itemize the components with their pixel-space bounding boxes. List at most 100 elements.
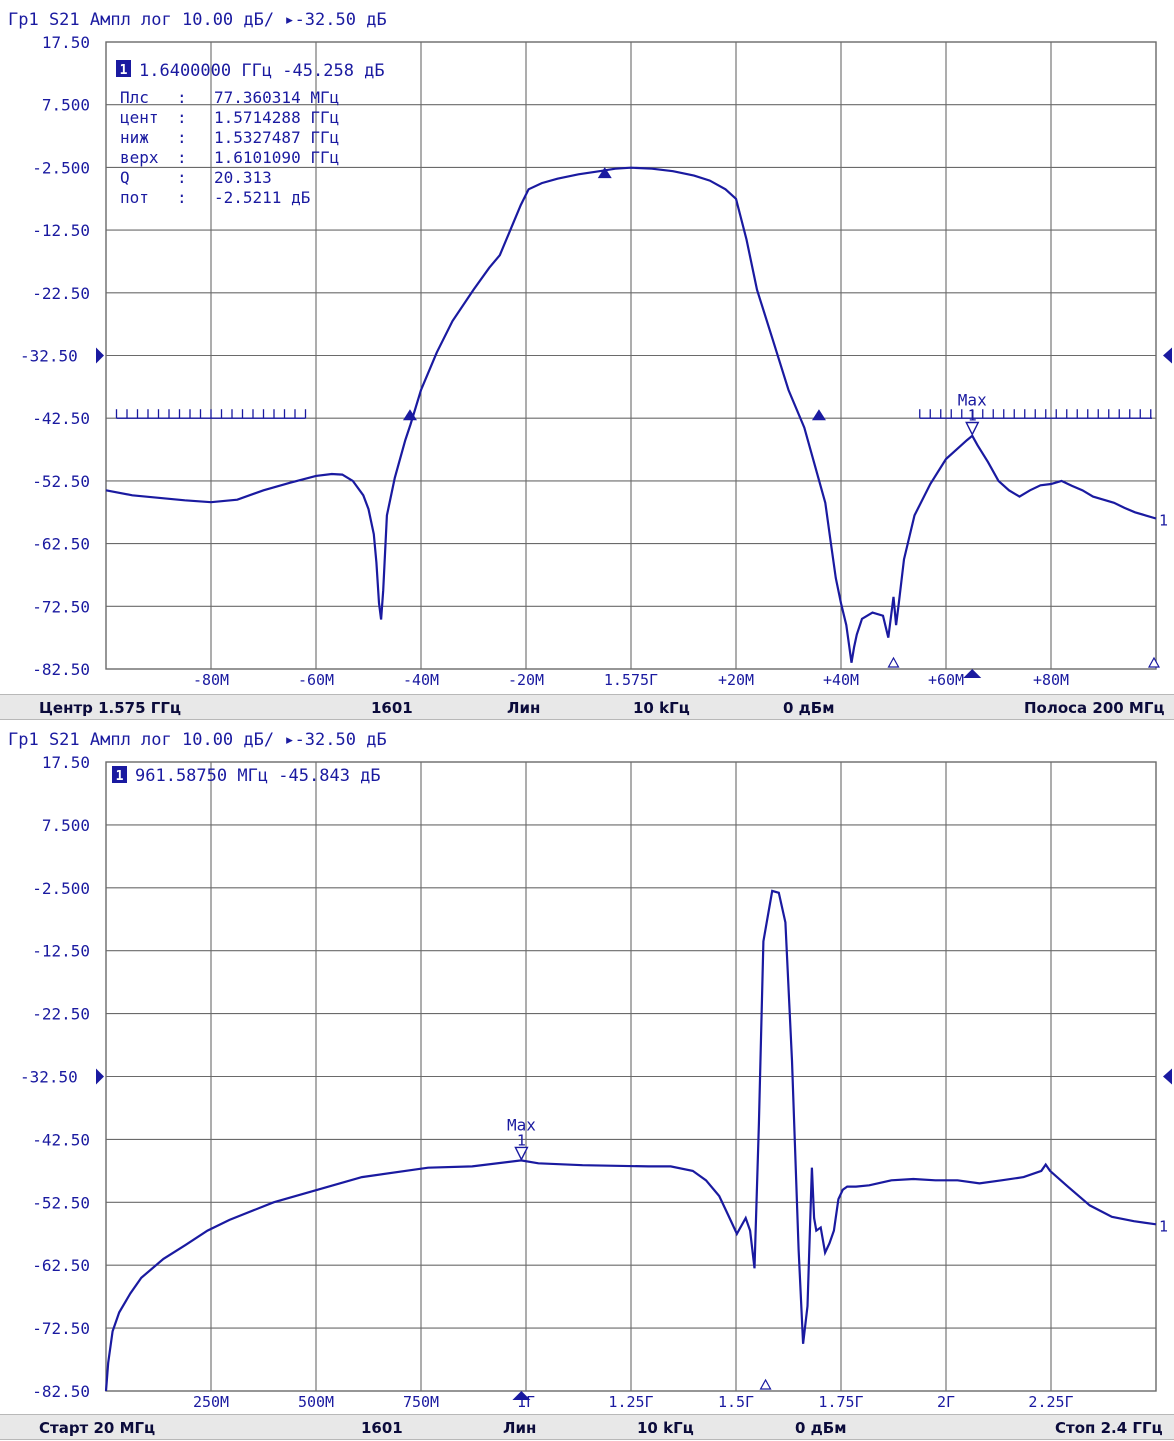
status-bar: Старт 20 МГц 1601 Лин 10 kГц 0 дБм Стоп … bbox=[0, 1414, 1174, 1440]
chart-panel-top: Гр1 S21 Ампл лог 10.00 дБ/ ▸-32.50 дБ 17… bbox=[0, 0, 1174, 720]
chart-panel-bottom: Гр1 S21 Ампл лог 10.00 дБ/ ▸-32.50 дБ 17… bbox=[0, 720, 1174, 1441]
bandwidth-marker bbox=[811, 409, 826, 421]
x-tick-label: -20M bbox=[508, 671, 544, 689]
marker-badge-number: 1 bbox=[116, 769, 124, 784]
status-power[interactable]: 0 дБм bbox=[795, 1419, 847, 1437]
y-tick-label: -62.50 bbox=[32, 535, 90, 554]
x-tick-label: 1.575Г bbox=[604, 671, 658, 689]
bw-colon: : bbox=[177, 188, 187, 207]
status-stop[interactable]: Стоп 2.4 ГГц bbox=[1055, 1419, 1163, 1437]
y-tick-label: -32.50 bbox=[20, 347, 78, 366]
trace-s21 bbox=[105, 166, 1157, 663]
bw-value-low: 1.5327487 ГГц bbox=[214, 128, 339, 147]
axis-marker-hollow bbox=[887, 656, 900, 668]
marker-axis-indicator bbox=[512, 1391, 531, 1400]
y-tick-label: -2.500 bbox=[32, 879, 90, 898]
marker-number: 1 bbox=[517, 1131, 526, 1149]
bw-colon: : bbox=[177, 148, 187, 167]
bw-value-high: 1.6101090 ГГц bbox=[214, 148, 339, 167]
y-tick-label: -32.50 bbox=[20, 1068, 78, 1087]
y-tick-label: -82.50 bbox=[32, 660, 90, 679]
x-tick-label: 2Г bbox=[937, 1393, 955, 1411]
bw-key-span: Плс bbox=[120, 88, 149, 107]
trace-end-label: 1 bbox=[1159, 1217, 1168, 1235]
grid bbox=[105, 761, 1157, 1392]
x-tick-labels: 250M 500M 750M 1Г 1.25Г 1.5Г 1.75Г 2Г 2.25Г bbox=[193, 1393, 1074, 1411]
ref-level-right-arrow bbox=[1163, 347, 1172, 364]
y-tick-label: -82.50 bbox=[32, 1382, 90, 1401]
x-tick-label: 1.25Г bbox=[608, 1393, 653, 1411]
x-tick-label: +40M bbox=[823, 671, 859, 689]
status-sweep-type[interactable]: Лин bbox=[503, 1419, 537, 1437]
bw-colon: : bbox=[177, 168, 187, 187]
bw-key-low: ниж bbox=[120, 128, 149, 147]
bw-value-span: 77.360314 МГц bbox=[214, 88, 339, 107]
bw-value-q: 20.313 bbox=[214, 168, 272, 187]
y-tick-label: -2.500 bbox=[32, 158, 90, 177]
status-span[interactable]: Полоса 200 МГц bbox=[1024, 699, 1165, 717]
chart-bottom-svg: Гр1 S21 Ампл лог 10.00 дБ/ ▸-32.50 дБ 17… bbox=[8, 730, 1172, 1411]
marker-badge[interactable] bbox=[116, 60, 131, 77]
status-points[interactable]: 1601 bbox=[371, 699, 413, 717]
marker-max-label: Max bbox=[507, 1115, 536, 1134]
marker-triangle[interactable] bbox=[514, 1146, 529, 1161]
marker-max-label: Max bbox=[958, 390, 987, 409]
x-tick-label: -40M bbox=[403, 671, 439, 689]
status-ifbw[interactable]: 10 kГц bbox=[633, 699, 690, 717]
bw-colon: : bbox=[177, 108, 187, 127]
status-power[interactable]: 0 дБм bbox=[783, 699, 835, 717]
status-ifbw[interactable]: 10 kГц bbox=[637, 1419, 694, 1437]
status-start[interactable]: Старт 20 МГц bbox=[39, 1419, 156, 1437]
marker-triangle[interactable] bbox=[965, 421, 980, 437]
chart-header: Гр1 S21 Ампл лог 10.00 дБ/ ▸-32.50 дБ bbox=[8, 10, 387, 30]
axis-marker-hollow bbox=[1147, 656, 1161, 668]
chart-top-svg: Гр1 S21 Ампл лог 10.00 дБ/ ▸-32.50 дБ 17… bbox=[8, 10, 1172, 689]
bandwidth-table: Плс : 77.360314 МГц цент : 1.5714288 ГГц… bbox=[120, 88, 339, 207]
y-tick-label: 17.50 bbox=[42, 33, 90, 52]
x-tick-label: -60M bbox=[298, 671, 334, 689]
x-tick-label: 1.75Г bbox=[818, 1393, 863, 1411]
ref-level-left-arrow bbox=[96, 347, 104, 364]
y-tick-labels: 17.50 7.500 -2.500 -12.50 -22.50 -32.50 -42.50… bbox=[20, 753, 1172, 1401]
bandwidth-marker bbox=[402, 409, 417, 421]
bw-colon: : bbox=[177, 88, 187, 107]
x-tick-labels: -80M -60M -40M -20M 1.575Г +20M +40M +60M +80M bbox=[193, 671, 1069, 689]
marker-readout: 1 961.58750 МГц -45.843 дБ bbox=[112, 766, 381, 786]
y-tick-label: -22.50 bbox=[32, 284, 90, 303]
marker-badge-number: 1 bbox=[120, 63, 128, 78]
bw-key-q: Q bbox=[120, 168, 130, 187]
bandwidth-marker bbox=[597, 167, 612, 179]
marker-readout-text: 1.6400000 ГГц -45.258 дБ bbox=[139, 61, 385, 81]
x-tick-label: 250M bbox=[193, 1393, 229, 1411]
chart-header: Гр1 S21 Ампл лог 10.00 дБ/ ▸-32.50 дБ bbox=[8, 730, 387, 750]
bw-value-loss: -2.5211 дБ bbox=[214, 188, 310, 207]
y-tick-labels: 17.50 7.500 -2.500 -12.50 -22.50 -32.50 -42.50… bbox=[20, 33, 1172, 679]
marker-readout: 1 1.6400000 ГГц -45.258 дБ bbox=[116, 60, 385, 81]
marker-badge[interactable] bbox=[112, 766, 127, 783]
status-bar: Центр 1.575 ГГц 1601 Лин 10 kГц 0 дБм По… bbox=[0, 694, 1174, 720]
y-tick-label: 17.50 bbox=[42, 753, 90, 772]
bw-colon: : bbox=[177, 128, 187, 147]
y-tick-label: -72.50 bbox=[32, 1319, 90, 1338]
grid bbox=[105, 41, 1157, 670]
status-center[interactable]: Центр 1.575 ГГц bbox=[39, 699, 182, 717]
x-tick-label: 500M bbox=[298, 1393, 334, 1411]
y-tick-label: -22.50 bbox=[32, 1005, 90, 1024]
bw-key-loss: пот bbox=[120, 188, 149, 207]
status-points[interactable]: 1601 bbox=[361, 1419, 403, 1437]
status-sweep-type[interactable]: Лин bbox=[507, 699, 541, 717]
marker-number: 1 bbox=[968, 406, 977, 424]
x-tick-label: 1.5Г bbox=[718, 1393, 754, 1411]
ref-level-right-arrow bbox=[1163, 1068, 1172, 1085]
y-tick-label: -72.50 bbox=[32, 597, 90, 616]
y-tick-label: -62.50 bbox=[32, 1256, 90, 1275]
trace-s21 bbox=[104, 889, 1157, 1392]
marker-axis-indicator bbox=[963, 669, 982, 678]
y-tick-label: 7.500 bbox=[42, 816, 90, 835]
x-tick-label: +20M bbox=[718, 671, 754, 689]
y-tick-label: -42.50 bbox=[32, 1130, 90, 1149]
y-tick-label: 7.500 bbox=[42, 96, 90, 115]
bw-value-center: 1.5714288 ГГц bbox=[214, 108, 339, 127]
